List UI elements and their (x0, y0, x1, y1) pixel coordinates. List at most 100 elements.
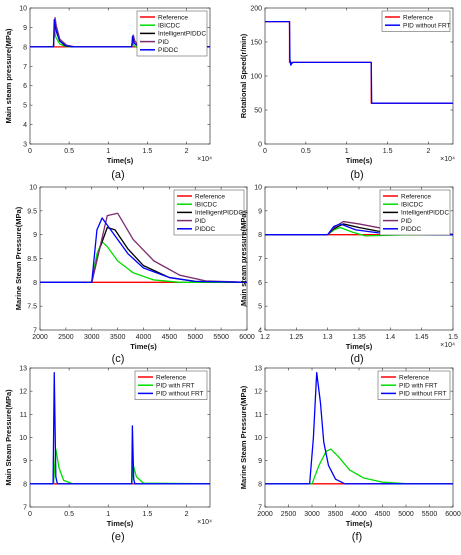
x-tick-label: 2 (185, 148, 189, 155)
legend-label: IntelligentPIDDC (195, 210, 243, 217)
x-tick-label: 3500 (110, 334, 126, 341)
panel-caption: (d) (350, 353, 363, 365)
y-tick-label: 8 (23, 481, 27, 488)
series-line (30, 371, 210, 485)
y-tick-label: 7.5 (27, 304, 37, 311)
y-tick-label: 12 (19, 389, 27, 396)
x-tick-label: 1.2 (260, 334, 270, 341)
x-tick-label: 1.5 (143, 148, 153, 155)
y-tick-label: 7 (258, 505, 262, 512)
legend-label: PIDDC (158, 47, 179, 54)
y-tick-label: 8 (23, 44, 27, 51)
y-tick-label: 0 (258, 142, 262, 149)
x-tick-label: 1.45 (415, 334, 429, 341)
y-axis-label: Rotational Speed(r/min) (239, 33, 248, 118)
y-tick-label: 7 (23, 64, 27, 71)
x-tick-label: 2500 (281, 511, 297, 518)
panel-caption: (f) (352, 531, 362, 543)
y-tick-label: 9 (23, 25, 27, 32)
chart-panel: 0 0.5 1 1.5 2 0 50 100 150 200 ×10⁴ Time(s) Rotation… (239, 6, 455, 182)
legend-label: PID without FRT (156, 391, 204, 398)
x-axis-label: Time(s) (346, 519, 373, 528)
x-tick-label: 3000 (84, 334, 100, 341)
x-tick-label: 0.5 (64, 511, 74, 518)
x-tick-label: 0 (263, 148, 267, 155)
x-tick-label: 3000 (304, 511, 320, 518)
chart-panel: 0 0.5 1 1.5 2 3 4 5 6 7 8 9 10 ×10⁴ Time(s) Main steam … (4, 6, 212, 182)
x-multiplier-label: ×10⁴ (197, 156, 212, 163)
legend-label: PID without FRT (403, 23, 451, 30)
x-tick-label: 0.5 (301, 148, 311, 155)
x-tick-label: 5500 (422, 511, 438, 518)
x-axis-label: Time(s) (107, 156, 134, 165)
x-tick-label: 1 (106, 148, 110, 155)
legend-label: Reference (195, 193, 225, 200)
chart-panel: 2000 2500 3000 3500 4000 4500 5000 5500 6000 7 8 9 1… (239, 366, 461, 544)
x-multiplier-label: ×10⁴ (440, 156, 455, 163)
x-tick-label: 2 (427, 148, 431, 155)
x-tick-label: 1.3 (323, 334, 333, 341)
y-axis-label: Main steam pressure(MPa) (4, 28, 13, 124)
y-tick-label: 10 (254, 435, 262, 442)
x-tick-label: 2000 (257, 511, 273, 518)
panel-caption: (c) (112, 353, 125, 365)
x-axis-label: Time(s) (107, 519, 134, 528)
x-tick-label: 1 (106, 511, 110, 518)
x-tick-label: 0 (28, 511, 32, 518)
y-tick-label: 6 (23, 83, 27, 90)
series-line (40, 241, 247, 283)
chart-panel: 0 0.5 1 1.5 2 7 8 9 10 11 12 13 ×10⁴ Time(s) Main Stea… (4, 366, 212, 544)
y-tick-label: 50 (254, 108, 262, 115)
y-tick-label: 9.5 (27, 208, 37, 215)
x-tick-label: 0.5 (64, 148, 74, 155)
legend-label: IBICDC (401, 202, 423, 209)
y-tick-label: 5 (23, 103, 27, 110)
legend-label: PID (195, 218, 206, 225)
y-tick-label: 10 (254, 185, 262, 192)
y-tick-label: 9 (33, 232, 37, 239)
legend-label: PID with FRT (156, 383, 195, 390)
x-tick-label: 6000 (445, 511, 461, 518)
y-tick-label: 8 (33, 280, 37, 287)
x-tick-label: 1.4 (385, 334, 395, 341)
x-tick-label: 5000 (187, 334, 203, 341)
panel-caption: (b) (350, 169, 363, 181)
x-tick-label: 2 (185, 511, 189, 518)
y-tick-label: 100 (250, 74, 262, 81)
series-line (265, 20, 453, 104)
legend-label: PID (401, 218, 412, 225)
y-tick-label: 5 (258, 304, 262, 311)
x-multiplier-label: ×10⁴ (440, 342, 455, 349)
x-tick-label: 5000 (398, 511, 414, 518)
x-tick-label: 4500 (162, 334, 178, 341)
legend-label: Reference (403, 14, 433, 21)
y-tick-label: 4 (23, 122, 27, 129)
x-tick-label: 1.5 (383, 148, 393, 155)
x-tick-label: 4000 (136, 334, 152, 341)
x-tick-label: 1.5 (143, 511, 153, 518)
y-axis-label: Marine Steam Pressure(MPa) (239, 385, 248, 489)
y-tick-label: 200 (250, 6, 262, 13)
series-line (265, 371, 453, 485)
y-tick-label: 10 (29, 185, 37, 192)
y-tick-label: 3 (23, 142, 27, 149)
y-tick-label: 8 (258, 232, 262, 239)
y-tick-label: 11 (20, 412, 27, 419)
legend-label: IntelligentPIDDC (401, 210, 449, 217)
legend-label: Reference (158, 14, 188, 21)
y-tick-label: 8.5 (27, 256, 37, 263)
y-tick-label: 13 (254, 366, 262, 373)
x-tick-label: 0 (28, 148, 32, 155)
series-line (40, 217, 247, 283)
x-tick-label: 1.25 (290, 334, 304, 341)
y-tick-label: 7 (258, 256, 262, 263)
y-tick-label: 10 (19, 6, 27, 13)
x-tick-label: 1 (345, 148, 349, 155)
legend-label: Reference (399, 374, 429, 381)
chart-panel: 1.2 1.25 1.3 1.35 1.4 1.45 1.5 4 5 6 7 8 9 10 ×10⁴ Time… (239, 185, 458, 366)
y-tick-label: 11 (255, 412, 262, 419)
legend-box (381, 10, 451, 32)
chart-panel: 2000 2500 3000 3500 4000 4500 5000 5500 6000 7 7.5… (14, 185, 255, 366)
x-tick-label: 1.5 (448, 334, 458, 341)
